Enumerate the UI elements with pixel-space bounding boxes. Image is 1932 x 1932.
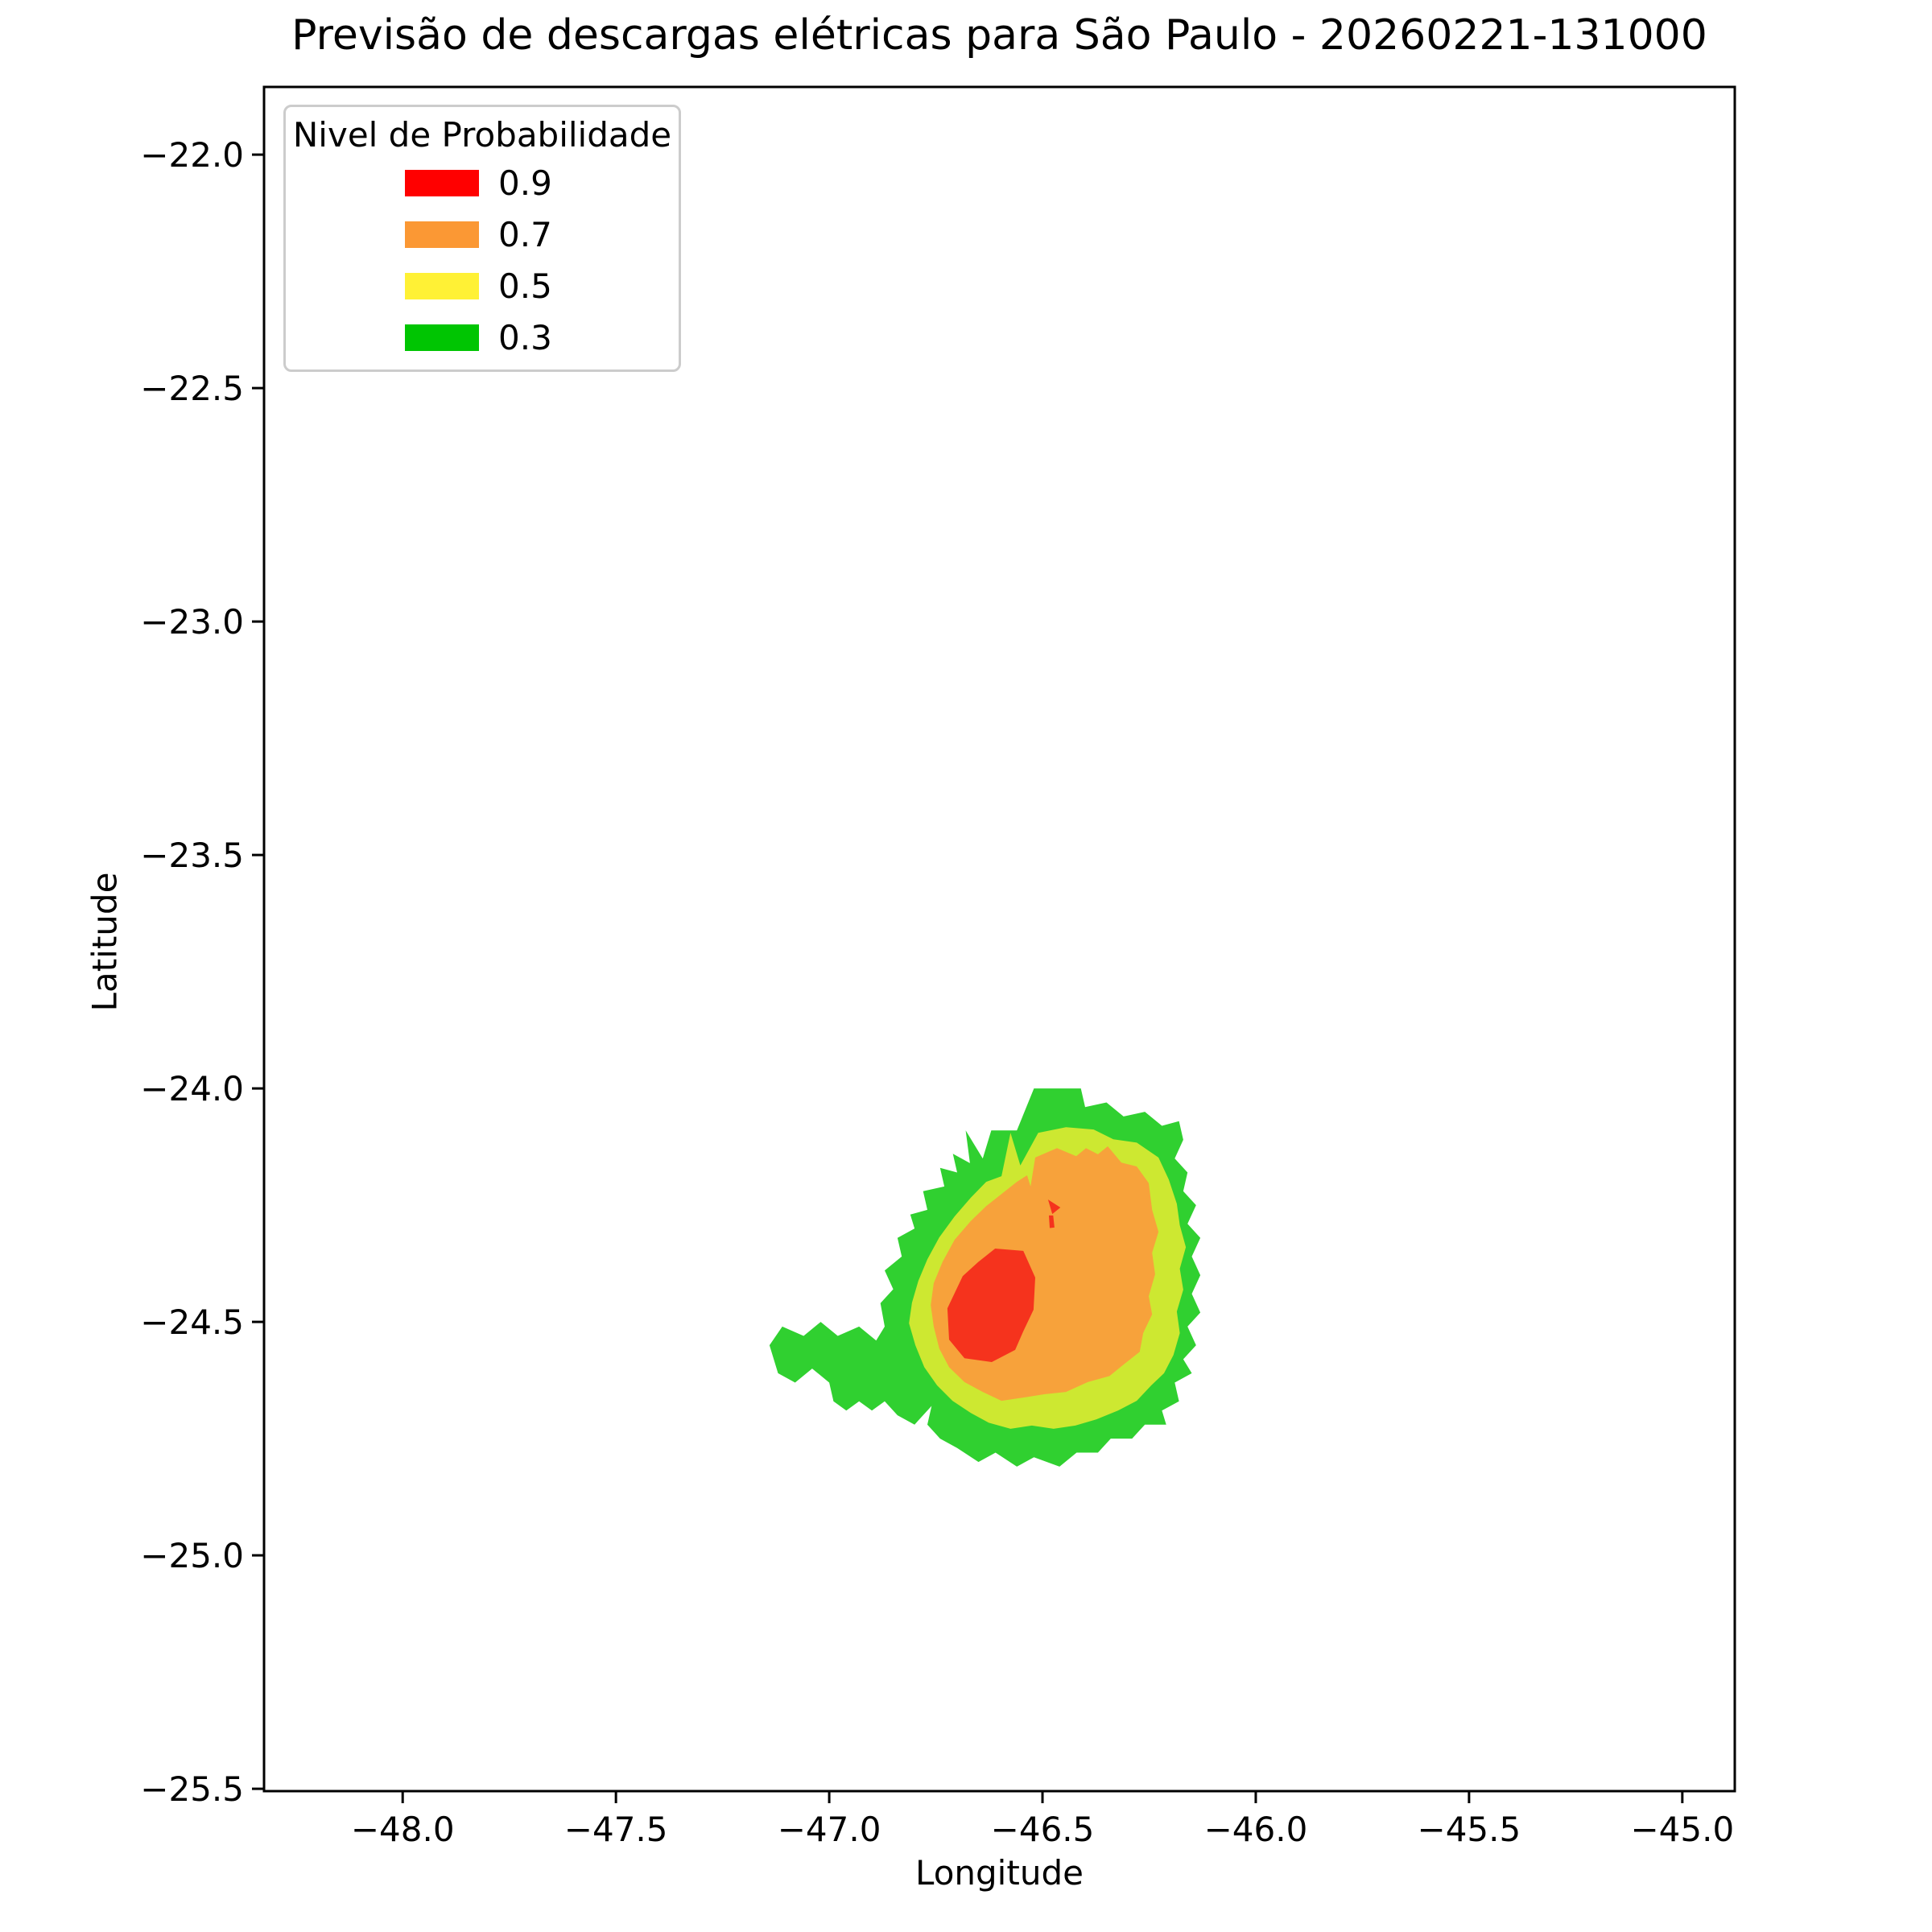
x-axis-label: Longitude [915,1853,1084,1893]
legend-entry: 0.7 [286,208,679,260]
x-tick-label: −48.0 [351,1810,455,1849]
contour-region-p0.9 [1047,1199,1061,1215]
legend-title: Nivel de Probabilidade [292,115,672,155]
y-tick-label: −23.5 [140,836,244,875]
y-tick-label: −22.5 [140,369,244,408]
legend-entry: 0.9 [286,157,679,208]
y-tick-label: −24.5 [140,1302,244,1342]
x-tick-label: −47.0 [778,1810,881,1849]
y-tick-label: −25.5 [140,1769,244,1809]
legend-entry-label: 0.3 [498,317,552,357]
legend-swatch-0.7 [405,221,479,248]
y-tick-label: −23.0 [140,602,244,642]
legend-entry-label: 0.5 [498,266,552,306]
axes-frame [262,85,1736,1793]
legend-entry-label: 0.9 [498,163,552,203]
x-tick-label: −46.0 [1204,1810,1308,1849]
legend-entry: 0.5 [286,260,679,312]
contour-region-p0.9 [1049,1215,1055,1228]
y-axis-label: Latitude [85,872,125,1012]
y-tick-label: −25.0 [140,1536,244,1575]
legend-swatch-0.5 [405,272,479,299]
x-tick-label: −47.5 [564,1810,668,1849]
y-tick-label: −22.0 [140,135,244,175]
legend-entry-label: 0.7 [498,214,552,254]
chart-title: Previsão de descargas elétricas para São… [291,11,1707,60]
contour-region-p0.9 [947,1249,1035,1362]
x-tick-label: −46.5 [991,1810,1095,1849]
y-tick-label: −24.0 [140,1069,244,1108]
legend: Nivel de Probabilidade 0.9 0.7 0.5 0.3 [283,105,681,372]
x-tick-label: −45.0 [1630,1810,1734,1849]
x-tick-label: −45.5 [1418,1810,1521,1849]
legend-entry: 0.3 [286,312,679,363]
legend-swatch-0.3 [405,324,479,351]
legend-swatch-0.9 [405,169,479,196]
